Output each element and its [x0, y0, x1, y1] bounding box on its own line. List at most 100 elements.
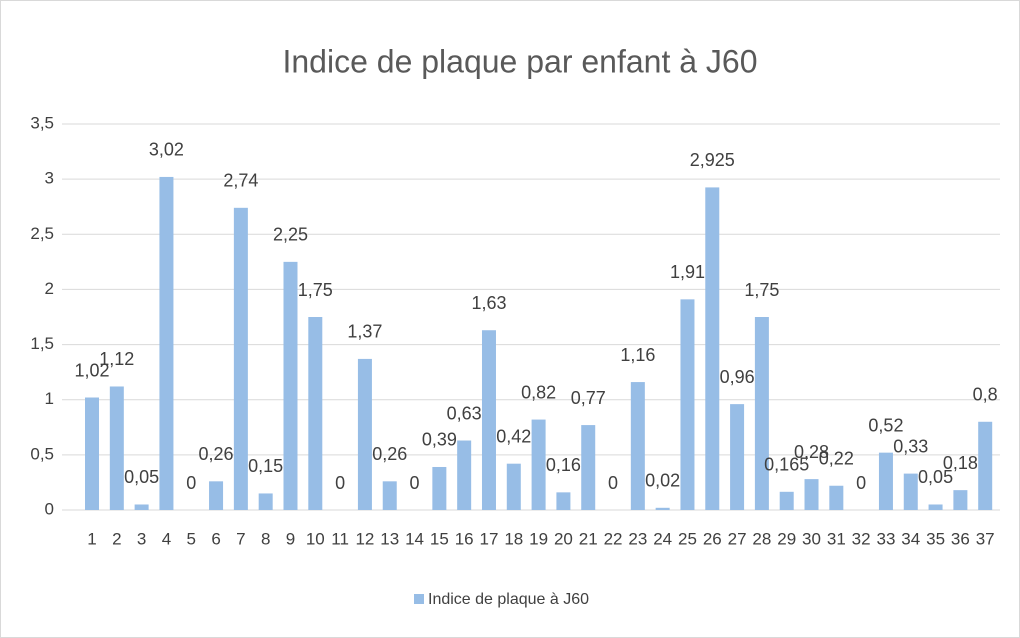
data-label: 0	[608, 473, 618, 493]
data-label: 1,12	[99, 349, 134, 369]
bar	[209, 481, 224, 510]
data-label: 0,22	[819, 448, 854, 468]
chart-title: Indice de plaque par enfant à J60	[282, 43, 757, 79]
bar	[258, 493, 273, 510]
x-tick-label: 33	[876, 529, 895, 548]
x-tick-label: 30	[802, 529, 821, 548]
x-tick-label: 26	[703, 529, 722, 548]
data-label: 0,05	[124, 467, 159, 487]
data-label: 0,26	[372, 444, 407, 464]
data-label: 0,42	[496, 426, 531, 446]
data-label: 0,77	[571, 388, 606, 408]
bar	[655, 507, 670, 510]
x-tick-label: 34	[901, 529, 920, 548]
x-tick-label: 21	[579, 529, 598, 548]
bar	[134, 504, 149, 510]
data-label: 0,63	[447, 403, 482, 423]
bar	[953, 490, 968, 510]
x-tick-label: 13	[380, 529, 399, 548]
x-tick-label: 19	[529, 529, 548, 548]
bar	[308, 317, 323, 510]
bar	[779, 491, 794, 510]
bar	[705, 187, 720, 510]
data-label: 0,16	[546, 455, 581, 475]
x-tick-label: 15	[430, 529, 449, 548]
x-tick-label: 35	[926, 529, 945, 548]
data-label: 2,25	[273, 225, 308, 245]
bar	[556, 492, 571, 510]
bar	[159, 176, 174, 511]
bar	[481, 330, 496, 510]
x-tick-label: 28	[752, 529, 771, 548]
data-label: 0,05	[918, 467, 953, 487]
bar	[85, 397, 100, 510]
bar	[730, 404, 745, 510]
x-tick-label: 5	[187, 529, 196, 548]
x-tick-label: 2	[112, 529, 121, 548]
legend-swatch	[414, 594, 424, 604]
bar	[978, 421, 993, 510]
data-label: 0,165	[764, 455, 809, 475]
x-tick-label: 1	[87, 529, 96, 548]
bar	[581, 425, 596, 510]
x-tick-label: 37	[976, 529, 995, 548]
x-tick-label: 36	[951, 529, 970, 548]
data-label: 0	[410, 473, 420, 493]
bar	[531, 419, 546, 510]
legend-label: Indice de plaque à J60	[428, 591, 589, 608]
data-label: 1,63	[471, 293, 506, 313]
x-tick-label: 10	[306, 529, 325, 548]
x-tick-label: 7	[236, 529, 245, 548]
x-tick-label: 3	[137, 529, 146, 548]
data-label: 1,16	[620, 345, 655, 365]
bar	[630, 382, 645, 510]
y-tick-label: 0,5	[30, 444, 54, 463]
x-tick-label: 29	[777, 529, 796, 548]
bar	[804, 479, 819, 510]
data-label: 0,39	[422, 430, 457, 450]
y-tick-label: 3	[45, 169, 54, 188]
x-tick-label: 8	[261, 529, 270, 548]
data-label: 0,33	[893, 436, 928, 456]
data-label: 1,37	[347, 322, 382, 342]
data-label: 0	[335, 473, 345, 493]
y-tick-label: 2	[45, 279, 54, 298]
x-tick-label: 20	[554, 529, 573, 548]
y-tick-label: 0	[45, 499, 54, 518]
bar	[283, 261, 298, 510]
bar	[233, 207, 248, 510]
x-tick-label: 25	[678, 529, 697, 548]
x-tick-label: 31	[827, 529, 846, 548]
data-label: 1,02	[74, 360, 109, 380]
bar	[382, 481, 397, 510]
data-label: 2,925	[690, 150, 735, 170]
data-label: 0,02	[645, 471, 680, 491]
y-tick-label: 1,5	[30, 334, 54, 353]
bar	[680, 299, 695, 510]
x-tick-label: 22	[604, 529, 623, 548]
x-tick-label: 11	[331, 529, 349, 548]
data-label: 2,74	[223, 171, 258, 191]
data-label: 0,28	[794, 442, 829, 462]
bar	[506, 463, 521, 510]
bar	[754, 317, 769, 510]
data-label: 0,82	[521, 382, 556, 402]
y-tick-label: 1	[45, 389, 54, 408]
data-label: 0	[186, 473, 196, 493]
bar	[357, 358, 372, 510]
x-tick-label: 18	[504, 529, 523, 548]
bar	[928, 504, 943, 510]
x-tick-label: 27	[728, 529, 747, 548]
x-tick-label: 4	[162, 529, 171, 548]
x-tick-label: 32	[852, 529, 871, 548]
x-tick-label: 6	[211, 529, 220, 548]
data-label: 0,15	[248, 456, 283, 476]
data-label: 3,02	[149, 140, 184, 160]
bar	[432, 466, 447, 510]
data-label: 0,52	[868, 415, 903, 435]
bar	[109, 386, 124, 510]
x-tick-label: 24	[653, 529, 672, 548]
data-label: 0,26	[199, 444, 234, 464]
bar	[903, 473, 918, 510]
